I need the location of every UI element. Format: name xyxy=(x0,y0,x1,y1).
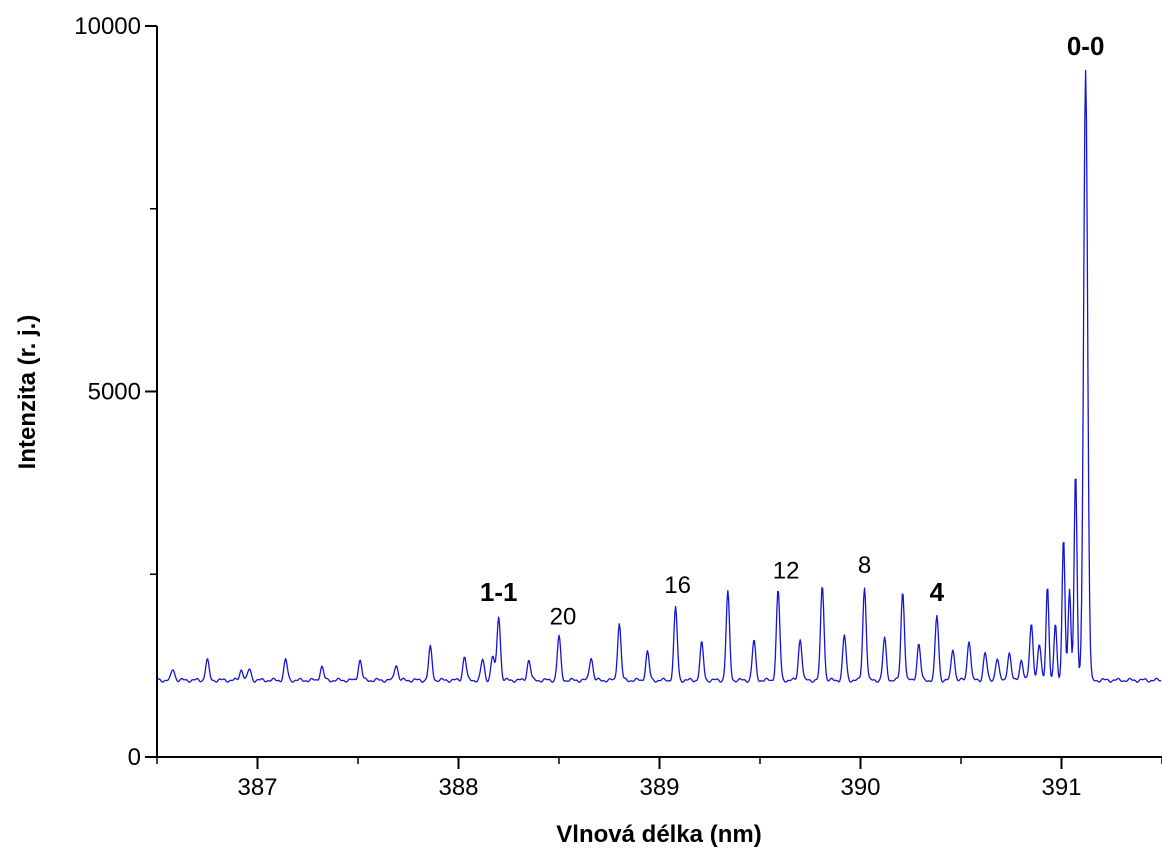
y-axis: 0 5000 10000 xyxy=(74,13,158,771)
x-tick-label: 387 xyxy=(237,774,277,801)
x-tick-label: 389 xyxy=(639,774,679,801)
peak-label: 8 xyxy=(858,552,871,579)
y-axis-title: Intenzita (r. j.) xyxy=(14,315,41,470)
peak-label: 12 xyxy=(773,557,800,584)
peak-label: 20 xyxy=(550,603,577,630)
x-tick-label: 388 xyxy=(438,774,478,801)
peak-annotations: 0-0 1-1 20 16 12 8 4 xyxy=(480,31,1104,630)
peak-label: 16 xyxy=(664,572,691,599)
x-tick-label: 391 xyxy=(1041,774,1081,801)
y-tick-label: 5000 xyxy=(88,379,141,406)
peak-label: 1-1 xyxy=(480,577,518,607)
x-tick-label: 390 xyxy=(840,774,880,801)
peak-label: 0-0 xyxy=(1067,31,1105,61)
x-axis-title: Vlnová délka (nm) xyxy=(556,821,761,848)
y-tick-label: 10000 xyxy=(74,13,141,40)
x-axis: 387 388 389 390 391 xyxy=(156,756,1162,801)
spectrum-line xyxy=(156,69,1162,683)
y-tick-label: 0 xyxy=(128,744,141,771)
peak-label: 4 xyxy=(930,577,945,607)
